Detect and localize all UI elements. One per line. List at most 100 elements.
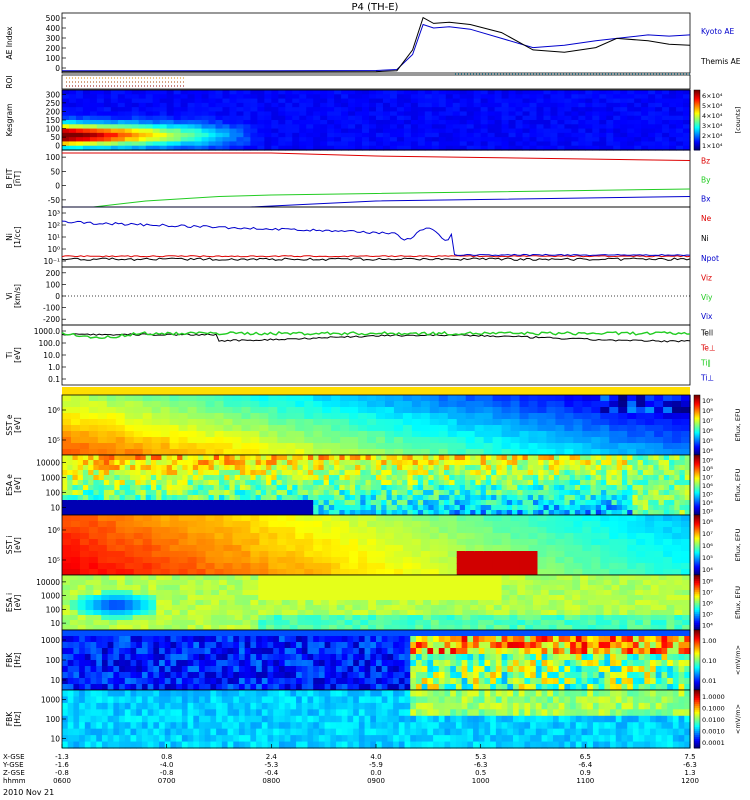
sst_i-cell	[196, 515, 207, 522]
esa_e-cell	[485, 510, 492, 516]
esa_e-cell	[590, 505, 597, 511]
kesgram-cell	[201, 98, 210, 104]
kesgram-cell	[362, 90, 370, 95]
sst_i-cell	[573, 521, 583, 528]
esa_e-cell	[632, 485, 639, 491]
kesgram-cell	[376, 111, 384, 117]
kesgram-cell	[550, 90, 559, 95]
kesgram-cell	[452, 94, 461, 100]
sst_e-cell	[654, 419, 664, 426]
kesgram-cell	[334, 98, 342, 104]
sst_e-cell	[88, 407, 99, 414]
esa_e-cell	[313, 485, 320, 491]
kesgram-cell	[187, 120, 196, 125]
kesgram-cell	[473, 145, 482, 151]
kesgram-cell	[215, 111, 224, 117]
esa_i-cell	[352, 610, 361, 616]
esa_e-cell	[491, 485, 497, 491]
kesgram-cell	[257, 94, 265, 100]
sst_i-cell	[259, 557, 269, 564]
sst_e-cell	[456, 425, 467, 432]
kesgram-cell	[627, 137, 635, 143]
sst_e-cell	[429, 413, 440, 420]
sst_e-cell	[681, 395, 691, 402]
esa_e-cell	[412, 485, 419, 491]
kesgram-cell	[550, 111, 559, 117]
sst_i-cell	[70, 545, 81, 552]
temperature-series-Ti	[61, 331, 691, 340]
esa_i-cell	[148, 590, 157, 596]
esa_i-cell	[493, 580, 503, 586]
esa_e-cell	[407, 470, 414, 476]
sst_i-cell	[187, 551, 198, 558]
kesgram-cell	[117, 137, 126, 143]
kesgram-cell	[173, 137, 182, 143]
sst_i-cell	[133, 527, 144, 534]
esa_e-cell	[621, 505, 628, 511]
sst_e-cell	[214, 443, 225, 450]
kesgram-cell	[599, 132, 607, 138]
kesgram-cell	[62, 124, 70, 130]
esa_e-cell	[266, 480, 272, 486]
sst_i-colorbar-tick: 10⁶	[702, 542, 713, 550]
sst_e-cell	[241, 407, 251, 414]
roi-ylabel: ROI	[5, 75, 14, 88]
esa_e-cell	[171, 485, 178, 491]
esa_i-cell	[250, 610, 259, 616]
kesgram-cell	[592, 120, 600, 125]
sst_e-cell	[420, 419, 431, 426]
sst_i-cell	[124, 545, 135, 552]
sst_e-cell	[259, 431, 269, 438]
esa_e-cell	[365, 480, 372, 486]
esa_e-cell	[318, 490, 325, 496]
kesgram-cell	[222, 90, 231, 95]
esa_e-cell	[365, 470, 372, 476]
esa_e-cell	[239, 470, 246, 476]
kesgram-cell	[376, 137, 384, 143]
kesgram-cell	[438, 102, 447, 108]
esa_e-cell	[203, 505, 210, 511]
esa_i-cell	[313, 605, 322, 611]
esa_e-cell	[187, 505, 194, 511]
esa_i-cell	[242, 575, 251, 581]
esa_e-cell	[386, 455, 393, 461]
esa_e-cell	[281, 485, 288, 491]
sst_e-cell	[447, 419, 458, 426]
kesgram-cell	[613, 98, 621, 104]
sst_e-cell	[618, 413, 628, 420]
esa_e-cell	[501, 510, 508, 516]
kesgram-cell	[620, 132, 628, 138]
esa_e-cell	[98, 485, 105, 491]
sst_e-cell	[187, 413, 198, 420]
esa_i-cell	[211, 605, 220, 611]
esa_i-cell	[85, 590, 94, 596]
esa_e-cell	[569, 465, 576, 471]
kesgram-cell	[110, 111, 119, 117]
kesgram-cell	[431, 90, 440, 95]
kesgram-cell	[487, 107, 496, 113]
esa_e-cell	[648, 455, 654, 461]
esa_i-cell	[297, 595, 306, 601]
sst_i-cell	[223, 539, 234, 546]
kesgram-cell	[145, 94, 154, 100]
kesgram-cell	[341, 115, 349, 121]
kesgram-cell	[585, 141, 593, 147]
esa_e-cell	[166, 495, 173, 501]
esa_e-cell	[648, 480, 654, 486]
esa_e-cell	[637, 480, 644, 486]
kesgram-cell	[592, 102, 600, 108]
esa_i-cell	[321, 615, 330, 621]
esa_e-cell	[208, 510, 215, 516]
sst_e-colorbar-cell	[694, 431, 700, 434]
sst_i-cell	[510, 533, 521, 540]
esa_e-cell	[543, 485, 550, 491]
esa_e-cell	[491, 470, 497, 476]
sst_e-cell	[636, 449, 646, 456]
esa_e-cell	[360, 485, 367, 491]
kesgram-cell	[571, 115, 579, 121]
esa_e-cell	[585, 475, 592, 481]
kesgram-cell	[285, 141, 293, 147]
sst_e-cell	[492, 401, 503, 408]
kesgram-cell	[564, 132, 572, 138]
esa_i-cell	[368, 610, 377, 616]
